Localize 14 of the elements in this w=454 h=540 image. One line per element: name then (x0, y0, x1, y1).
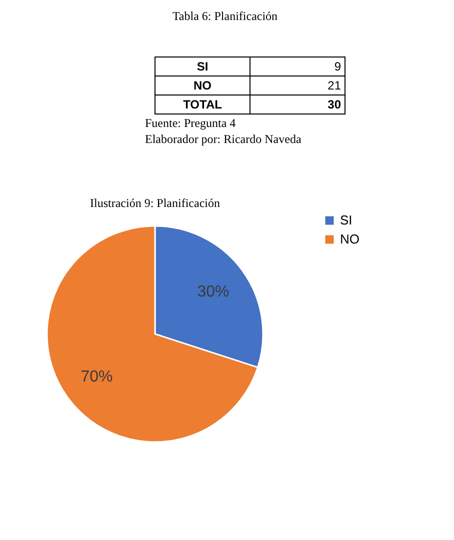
text: Tabla 6: Planificación (172, 9, 278, 23)
text: 21 (328, 78, 342, 92)
legend-label: NO (340, 232, 360, 246)
text: TOTAL (183, 98, 222, 112)
text: NO (194, 78, 212, 92)
data-label: 70% (80, 368, 113, 386)
text: 30 (328, 98, 342, 112)
text: 9 (334, 60, 342, 74)
legend-label: SI (340, 212, 352, 228)
source-note: Fuente: Pregunta 4 (145, 116, 236, 130)
text: Elaborador por: Ricardo Naveda (145, 132, 302, 146)
text: SI (196, 60, 208, 74)
data-label: 30% (197, 284, 230, 301)
chart-title: Ilustración 9: Planificación (90, 196, 220, 210)
